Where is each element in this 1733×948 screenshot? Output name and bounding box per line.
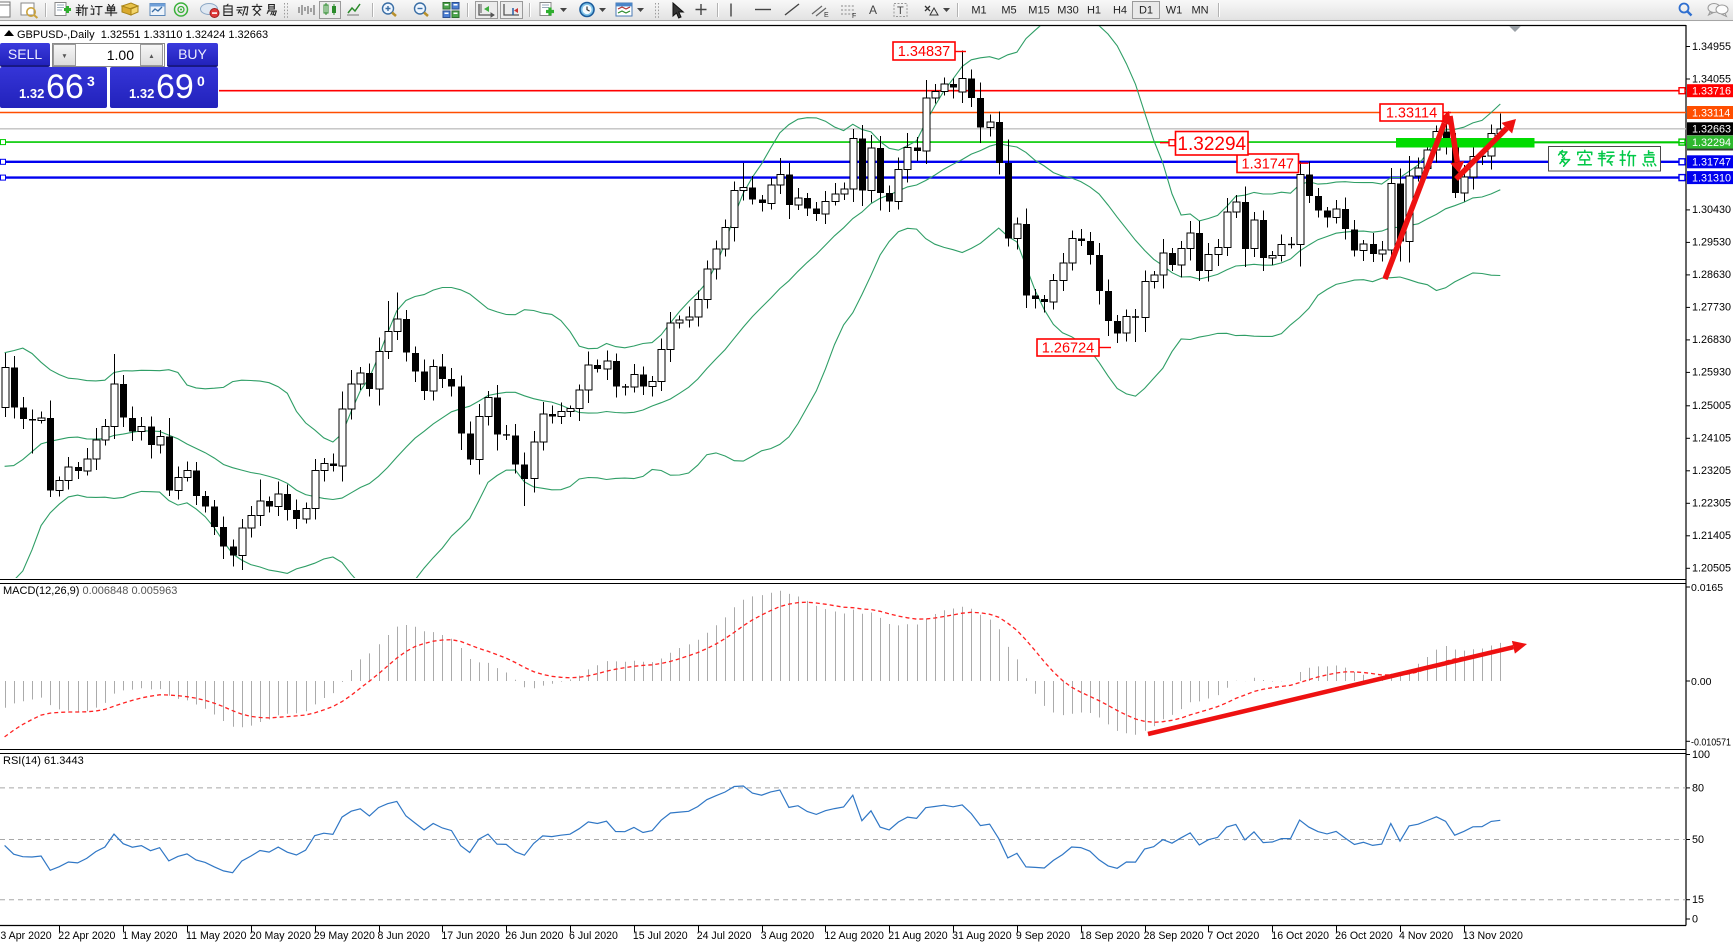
svg-text:1.26724: 1.26724	[1042, 341, 1094, 357]
svg-text:26 Jun 2020: 26 Jun 2020	[505, 930, 563, 942]
svg-text:31 Aug 2020: 31 Aug 2020	[952, 930, 1012, 942]
svg-text:28 Sep 2020: 28 Sep 2020	[1144, 930, 1204, 942]
svg-text:1.32294: 1.32294	[1692, 137, 1731, 149]
svg-text:M30: M30	[1057, 5, 1078, 17]
svg-text:1.24105: 1.24105	[1692, 433, 1731, 445]
svg-text:H1: H1	[1087, 5, 1101, 17]
svg-text:1.29530: 1.29530	[1692, 237, 1731, 249]
svg-text:1.32663: 1.32663	[1692, 124, 1731, 136]
svg-text:11 May 2020: 11 May 2020	[186, 930, 247, 942]
svg-text:1.34055: 1.34055	[1692, 73, 1731, 85]
svg-text:12 Aug 2020: 12 Aug 2020	[824, 930, 884, 942]
svg-text:MN: MN	[1191, 5, 1208, 17]
svg-text:20 May 2020: 20 May 2020	[250, 930, 311, 942]
svg-text:T: T	[897, 5, 904, 17]
svg-text:1.26830: 1.26830	[1692, 334, 1731, 346]
svg-text:1.25005: 1.25005	[1692, 400, 1731, 412]
svg-text:M1: M1	[971, 5, 986, 17]
svg-text:15 Jul 2020: 15 Jul 2020	[633, 930, 688, 942]
svg-text:3 Aug 2020: 3 Aug 2020	[761, 930, 815, 942]
svg-text:M15: M15	[1028, 5, 1049, 17]
svg-text:1.32294: 1.32294	[1177, 134, 1246, 155]
svg-text:0.0165: 0.0165	[1691, 582, 1723, 594]
svg-text:100: 100	[1692, 749, 1710, 761]
svg-text:W1: W1	[1166, 5, 1183, 17]
svg-text:26 Oct 2020: 26 Oct 2020	[1335, 930, 1393, 942]
svg-text:0.00: 0.00	[1691, 676, 1712, 688]
svg-text:RSI(14) 61.3443: RSI(14) 61.3443	[3, 755, 84, 767]
svg-text:21 Aug 2020: 21 Aug 2020	[888, 930, 948, 942]
svg-text:22 Apr 2020: 22 Apr 2020	[58, 930, 115, 942]
svg-text:1.30430: 1.30430	[1692, 204, 1731, 216]
svg-text:8 Jun 2020: 8 Jun 2020	[378, 930, 431, 942]
svg-text:1.34837: 1.34837	[898, 44, 950, 60]
svg-text:18 Sep 2020: 18 Sep 2020	[1080, 930, 1140, 942]
svg-text:1.28630: 1.28630	[1692, 269, 1731, 281]
svg-text:24 Jul 2020: 24 Jul 2020	[697, 930, 752, 942]
svg-text:1.31747: 1.31747	[1242, 156, 1294, 172]
svg-text:1.23205: 1.23205	[1692, 465, 1731, 477]
svg-text:6 Jul 2020: 6 Jul 2020	[569, 930, 618, 942]
svg-text:A: A	[869, 3, 877, 17]
svg-text:F: F	[852, 13, 856, 20]
svg-text:9 Sep 2020: 9 Sep 2020	[1016, 930, 1070, 942]
svg-text:50: 50	[1692, 834, 1704, 846]
svg-text:80: 80	[1692, 782, 1704, 794]
svg-text:E: E	[824, 12, 829, 19]
svg-text:D1: D1	[1139, 5, 1153, 17]
svg-text:1.33114: 1.33114	[1386, 106, 1437, 122]
svg-text:MACD(12,26,9) 0.006848 0.00596: MACD(12,26,9) 0.006848 0.005963	[3, 585, 177, 597]
svg-text:H4: H4	[1113, 5, 1127, 17]
svg-text:1.33716: 1.33716	[1692, 86, 1731, 98]
svg-text:29 May 2020: 29 May 2020	[314, 930, 375, 942]
svg-text:4 Nov 2020: 4 Nov 2020	[1399, 930, 1453, 942]
svg-text:17 Jun 2020: 17 Jun 2020	[441, 930, 499, 942]
svg-text:1.22305: 1.22305	[1692, 498, 1731, 510]
svg-text:1.21405: 1.21405	[1692, 530, 1731, 542]
svg-text:1.31747: 1.31747	[1692, 157, 1731, 169]
svg-text:16 Oct 2020: 16 Oct 2020	[1271, 930, 1329, 942]
svg-text:1.27730: 1.27730	[1692, 302, 1731, 314]
svg-text:13 Nov 2020: 13 Nov 2020	[1463, 930, 1523, 942]
svg-text:7 Oct 2020: 7 Oct 2020	[1207, 930, 1259, 942]
svg-text:-0.010571: -0.010571	[1691, 736, 1731, 748]
svg-text:1.33114: 1.33114	[1692, 107, 1730, 119]
svg-text:GBPUSD-,Daily 1.32551 1.33110: GBPUSD-,Daily 1.32551 1.33110 1.32424 1.…	[17, 29, 268, 41]
svg-text:0: 0	[1692, 914, 1698, 926]
svg-text:1.20505: 1.20505	[1692, 563, 1731, 575]
svg-text:M5: M5	[1001, 5, 1016, 17]
svg-text:1.25930: 1.25930	[1692, 367, 1731, 379]
svg-text:1.31310: 1.31310	[1692, 172, 1731, 184]
svg-text:13 Apr 2020: 13 Apr 2020	[0, 930, 52, 942]
svg-text:1 May 2020: 1 May 2020	[122, 930, 177, 942]
svg-text:1.34955: 1.34955	[1692, 41, 1731, 53]
svg-text:15: 15	[1692, 894, 1704, 906]
